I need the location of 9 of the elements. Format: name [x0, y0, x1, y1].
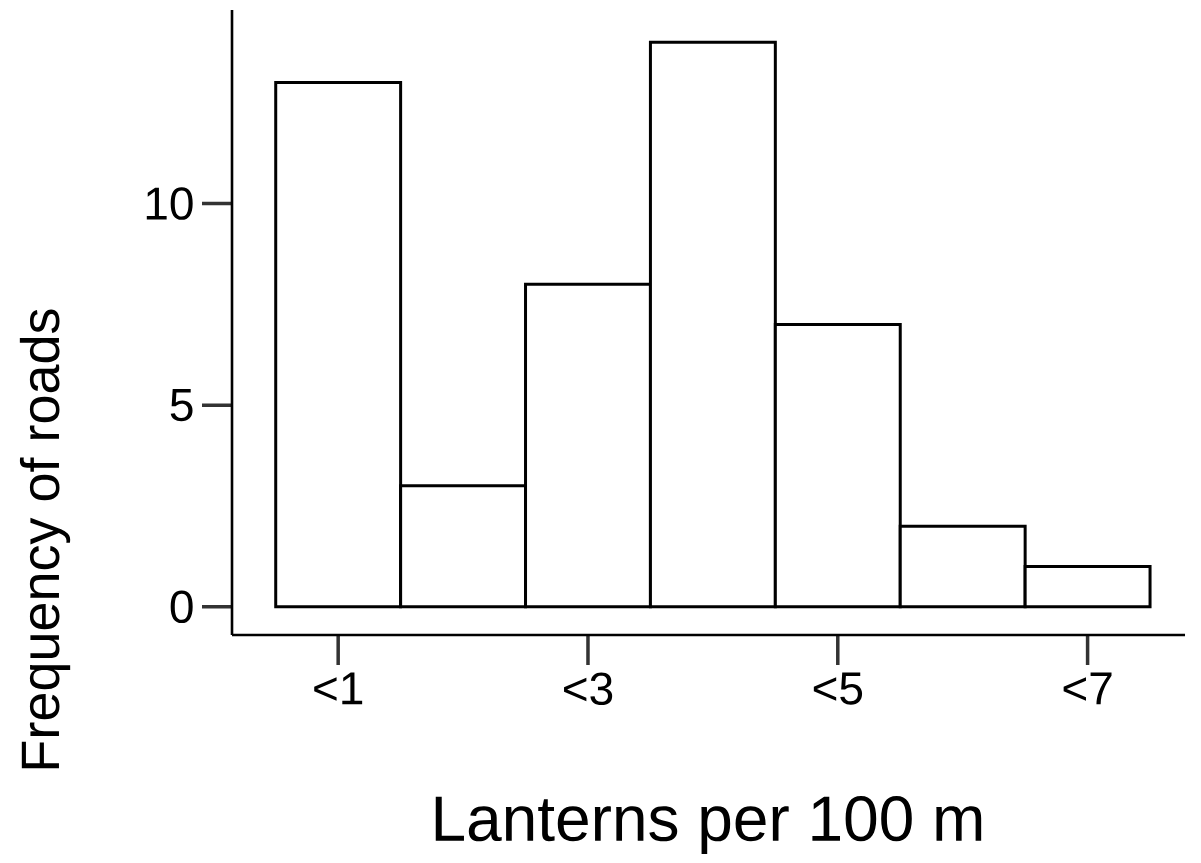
x-tick-label: <5 [813, 672, 863, 705]
y-tick-label: 10 [146, 187, 193, 220]
x-axis-title: Lanterns per 100 m [435, 796, 982, 854]
y-tick-label: 5 [170, 389, 193, 422]
y-axis-title: Frequency of roads [19, 309, 71, 769]
x-tick-label: <7 [1063, 672, 1112, 705]
y-tick-label: 0 [170, 590, 193, 624]
x-tick-label: <3 [564, 672, 613, 706]
x-tick-label: <1 [314, 672, 363, 705]
